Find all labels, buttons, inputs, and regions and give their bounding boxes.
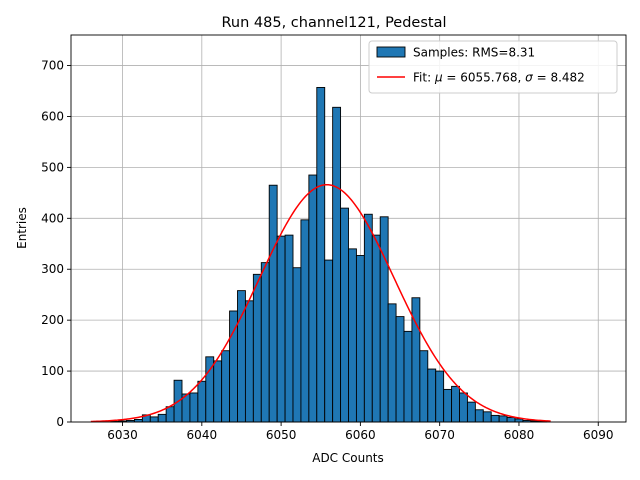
histogram-bar bbox=[427, 368, 437, 423]
histogram-bar bbox=[466, 401, 476, 423]
histogram-bar bbox=[379, 216, 389, 423]
histogram-bar bbox=[165, 406, 175, 423]
x-tick-label: 6040 bbox=[187, 428, 218, 442]
fit-curve bbox=[90, 183, 551, 423]
histogram-bar bbox=[403, 330, 413, 423]
histogram-bar bbox=[474, 409, 484, 423]
histogram-bar bbox=[260, 262, 270, 423]
x-tick-label: 6070 bbox=[424, 428, 455, 442]
y-tick-label: 400 bbox=[41, 211, 64, 225]
histogram-bar bbox=[316, 86, 326, 423]
histogram-bar bbox=[221, 350, 231, 423]
histogram-bar bbox=[490, 414, 500, 423]
histogram-bar bbox=[284, 234, 294, 423]
legend-histogram-patch bbox=[376, 46, 406, 58]
legend-mu-value: = 6055.768, bbox=[443, 71, 526, 85]
y-tick-label: 100 bbox=[41, 364, 64, 378]
histogram-bar bbox=[451, 385, 460, 423]
histogram-bar bbox=[157, 413, 167, 423]
x-tick-label: 6050 bbox=[266, 428, 297, 442]
histogram-bar bbox=[149, 416, 159, 423]
histogram-bar bbox=[435, 370, 445, 423]
histogram-bar bbox=[244, 300, 254, 423]
histogram-bar bbox=[506, 416, 516, 423]
y-tick-label: 0 bbox=[56, 415, 64, 429]
legend-mu-symbol: μ bbox=[434, 71, 443, 85]
histogram-bar bbox=[340, 207, 349, 423]
histogram-bar bbox=[348, 248, 357, 423]
legend-fit-prefix: Fit: bbox=[413, 71, 435, 85]
x-tick-label: 6030 bbox=[107, 428, 138, 442]
histogram-bar bbox=[363, 213, 373, 423]
histogram-bar bbox=[355, 255, 365, 423]
y-axis-label: Entries bbox=[15, 207, 29, 249]
y-tick-label: 600 bbox=[41, 109, 64, 123]
chart-title: Run 485, channel121, Pedestal bbox=[221, 15, 446, 31]
histogram-bar bbox=[332, 106, 342, 423]
histogram-bar bbox=[514, 418, 524, 423]
legend-box bbox=[368, 40, 618, 94]
histogram-bar bbox=[276, 235, 286, 423]
histogram-bar bbox=[324, 259, 334, 423]
histogram-bar bbox=[268, 184, 278, 423]
x-tick-label: 6090 bbox=[583, 428, 614, 442]
histogram-bar bbox=[419, 350, 429, 423]
y-tick-label: 700 bbox=[41, 59, 64, 73]
histogram-bar bbox=[189, 392, 199, 423]
histogram-bar bbox=[252, 273, 262, 423]
histogram-bar bbox=[459, 392, 468, 423]
y-axis-ticks: 0 100 200 300 400 500 600 700 bbox=[41, 59, 71, 429]
legend-histogram-label: Samples: RMS=8.31 bbox=[413, 46, 535, 60]
histogram-bar bbox=[482, 411, 492, 423]
histogram-bar bbox=[498, 415, 508, 423]
grid-lines bbox=[71, 35, 626, 423]
x-axis-ticks: 6030 6040 6050 6060 6070 6080 6090 bbox=[107, 422, 614, 442]
histogram-bar bbox=[300, 219, 310, 423]
legend-sigma-value: = 8.482 bbox=[533, 71, 585, 85]
x-axis-label: ADC Counts bbox=[312, 451, 384, 465]
fit-curve-group bbox=[90, 183, 551, 423]
histogram-bars bbox=[110, 86, 548, 423]
legend-fit-label: Fit: μ = 6055.768, σ = 8.482 bbox=[413, 71, 585, 85]
legend: Samples: RMS=8.31 Fit: μ = 6055.768, σ =… bbox=[368, 40, 618, 94]
plot-frame bbox=[70, 34, 627, 423]
histogram-bar bbox=[308, 174, 318, 423]
histogram-bar bbox=[213, 360, 223, 423]
y-tick-label: 200 bbox=[41, 313, 64, 327]
histogram-bar bbox=[371, 234, 381, 423]
histogram-bar bbox=[395, 316, 405, 423]
y-tick-label: 500 bbox=[41, 160, 64, 174]
histogram-bar bbox=[292, 267, 302, 423]
legend-sigma-symbol: σ bbox=[525, 71, 533, 85]
histogram-bar bbox=[387, 303, 397, 423]
y-tick-label: 300 bbox=[41, 262, 64, 276]
x-tick-label: 6080 bbox=[504, 428, 535, 442]
histogram-bar bbox=[197, 380, 207, 423]
histogram-bar bbox=[443, 388, 453, 423]
x-tick-label: 6060 bbox=[345, 428, 376, 442]
